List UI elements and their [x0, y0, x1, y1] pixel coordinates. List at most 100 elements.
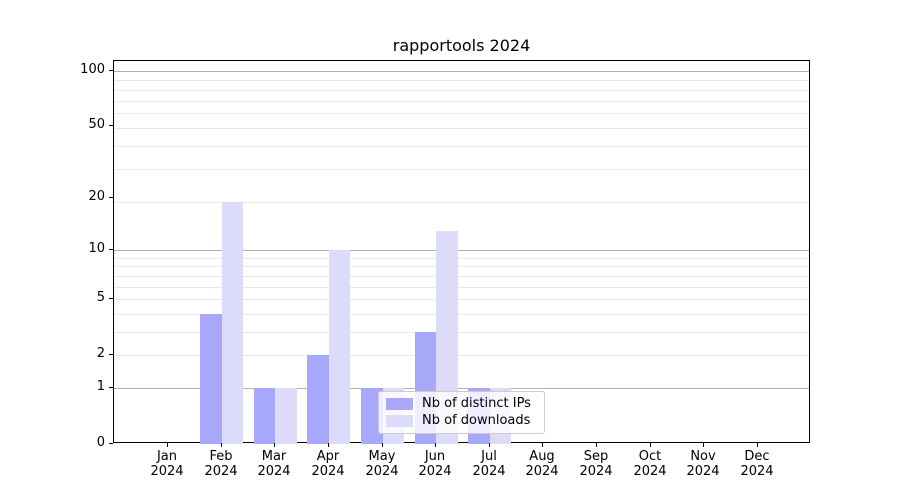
y-gridline-minor [114, 299, 809, 301]
x-tick-label: Sep 2024 [564, 449, 628, 479]
legend-swatch [386, 414, 413, 427]
y-gridline-minor [114, 100, 809, 102]
x-tick-month: Dec [744, 449, 770, 464]
x-tick-year: 2024 [418, 464, 452, 479]
y-gridline-minor [114, 113, 809, 115]
y-gridline-minor [114, 257, 809, 259]
x-tick-year: 2024 [472, 464, 506, 479]
y-gridline-minor [114, 89, 809, 91]
legend-label: Nb of downloads [422, 412, 531, 428]
x-tickmark [328, 443, 329, 447]
y-gridline-minor [114, 127, 809, 129]
y-tickmark [109, 387, 113, 388]
x-tickmark [596, 443, 597, 447]
x-tick-month: Mar [261, 449, 287, 464]
x-tick-year: 2024 [525, 464, 559, 479]
x-tick-year: 2024 [257, 464, 291, 479]
y-tick-label: 2 [96, 346, 105, 361]
x-tick-label: Feb 2024 [189, 449, 253, 479]
y-tick-label: 100 [80, 62, 105, 77]
y-tick-label: 50 [88, 117, 105, 132]
x-tickmark [274, 443, 275, 447]
x-tickmark [382, 443, 383, 447]
y-tickmark [109, 354, 113, 355]
y-tick-label: 5 [96, 290, 105, 305]
x-tick-month: Sep [583, 449, 609, 464]
legend-row: Nb of downloads [386, 413, 537, 429]
x-tick-year: 2024 [150, 464, 184, 479]
x-tickmark [489, 443, 490, 447]
x-tick-label: Mar 2024 [242, 449, 306, 479]
y-gridline-minor [114, 332, 809, 333]
y-tickmark [109, 70, 113, 71]
y-gridline-minor [114, 201, 809, 203]
x-tickmark [167, 443, 168, 447]
x-tick-label: Jul 2024 [457, 449, 521, 479]
y-gridline-minor [114, 266, 809, 268]
x-tick-year: 2024 [633, 464, 667, 479]
legend-row: Nb of distinct IPs [386, 396, 537, 412]
x-tick-month: Jul [481, 449, 497, 464]
y-gridline-minor [114, 313, 809, 315]
y-gridline-major [114, 388, 809, 389]
y-tick-label: 1 [96, 379, 105, 394]
y-tickmark [109, 298, 113, 299]
bar-distinct-ips-Apr [307, 355, 329, 444]
x-tick-year: 2024 [579, 464, 613, 479]
y-gridline-minor [114, 355, 809, 357]
chart-title: rapportools 2024 [392, 36, 531, 55]
x-tick-label: Jan 2024 [135, 449, 199, 479]
x-tick-month: Jun [424, 449, 446, 464]
x-tick-month: May [368, 449, 396, 464]
x-tickmark [703, 443, 704, 447]
x-tick-label: Aug 2024 [510, 449, 574, 479]
x-tick-year: 2024 [365, 464, 399, 479]
x-tick-year: 2024 [311, 464, 345, 479]
x-tick-month: Feb [209, 449, 233, 464]
y-tick-label: 10 [88, 241, 105, 256]
y-gridline-minor [114, 145, 809, 147]
x-tick-month: Apr [316, 449, 340, 464]
x-tick-label: Oct 2024 [618, 449, 682, 479]
y-gridline-major [114, 250, 809, 252]
bar-downloads-Mar [275, 388, 297, 444]
x-tick-label: Nov 2024 [671, 449, 735, 479]
x-tick-label: May 2024 [350, 449, 414, 479]
x-tick-label: Apr 2024 [296, 449, 360, 479]
y-gridline-major [114, 71, 809, 72]
legend-swatch [386, 398, 413, 411]
x-tick-year: 2024 [740, 464, 774, 479]
x-tickmark [757, 443, 758, 447]
bar-distinct-ips-May [361, 388, 383, 444]
plot-area [113, 60, 810, 444]
y-tick-label: 20 [88, 189, 105, 204]
y-gridline-minor [114, 169, 809, 171]
x-tick-month: Aug [529, 449, 555, 464]
x-tickmark [650, 443, 651, 447]
x-tick-month: Oct [638, 449, 662, 464]
y-gridline-minor [114, 286, 809, 288]
x-tick-year: 2024 [686, 464, 720, 479]
x-tickmark [221, 443, 222, 447]
y-gridline-minor [114, 80, 809, 82]
bar-distinct-ips-Feb [200, 313, 222, 444]
x-tick-year: 2024 [204, 464, 238, 479]
x-tickmark [542, 443, 543, 447]
x-tick-label: Jun 2024 [403, 449, 467, 479]
legend: Nb of distinct IPs Nb of downloads [378, 391, 545, 434]
bar-downloads-Jun [436, 230, 458, 444]
x-tick-month: Jan [156, 449, 178, 464]
y-tick-label: 0 [96, 435, 105, 450]
legend-label: Nb of distinct IPs [422, 396, 531, 412]
y-tickmark [109, 249, 113, 250]
x-tick-month: Nov [690, 449, 716, 464]
x-tick-label: Dec 2024 [725, 449, 789, 479]
bar-distinct-ips-Mar [253, 388, 276, 444]
y-tickmark [109, 125, 113, 126]
bar-downloads-Feb [221, 201, 244, 444]
y-tickmark [109, 443, 113, 444]
x-tickmark [435, 443, 436, 447]
y-gridline-minor [114, 275, 809, 277]
bar-downloads-Apr [328, 250, 351, 444]
